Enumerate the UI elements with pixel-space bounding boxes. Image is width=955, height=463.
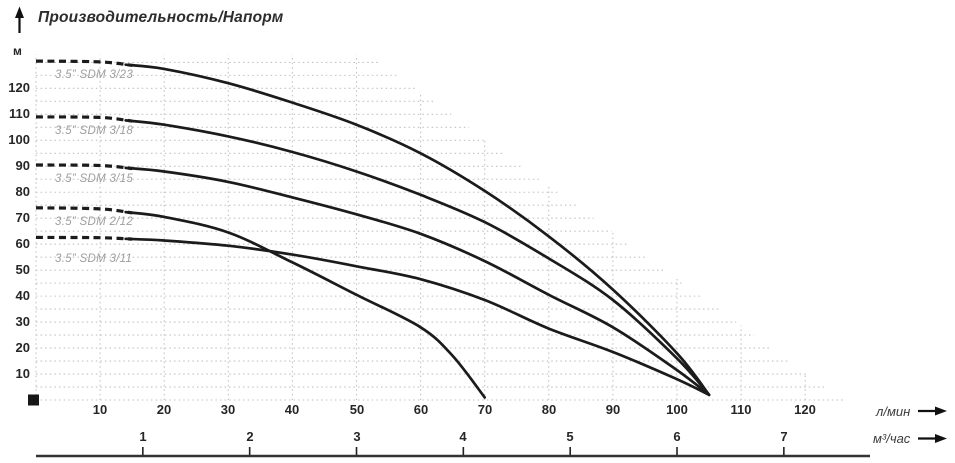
- x-tick-label: 70: [477, 402, 493, 417]
- x-tick-label: 60: [413, 402, 429, 417]
- origin-square-marker: [28, 394, 39, 406]
- y-tick-label: 20: [15, 340, 30, 355]
- y-tick-label: 10: [15, 366, 30, 381]
- x2-tick-label: 5: [566, 429, 574, 444]
- y-tick-label: 40: [15, 288, 30, 303]
- series-label: 3.5” SDM 3/23: [55, 69, 134, 81]
- pump-curve-1: [124, 63, 711, 397]
- x-tick-label: 90: [605, 402, 621, 417]
- pump-curve-2: [124, 119, 711, 397]
- y-tick-label: 80: [15, 184, 30, 199]
- x-tick-label: 100: [666, 402, 688, 417]
- y-tick-label: 60: [15, 236, 30, 251]
- pump-curve-dashed-start-1: [35, 59, 133, 67]
- chart-title: Производительность/Напорм: [38, 9, 284, 26]
- y-tick-label: 100: [8, 132, 30, 147]
- x-tick-label: 110: [730, 402, 752, 417]
- y-axis-unit-label: м: [13, 44, 22, 58]
- y-tick-label: 90: [15, 158, 30, 173]
- series-label: 3.5” SDM 2/12: [55, 216, 134, 228]
- series-label: 3.5” SDM 3/18: [55, 125, 134, 137]
- x-tick-label: 80: [541, 402, 557, 417]
- x2-tick-label: 6: [673, 429, 681, 444]
- x2-tick-label: 2: [246, 429, 254, 444]
- right-arrow-icon: [935, 406, 947, 416]
- y-tick-label: 70: [15, 210, 30, 225]
- x-tick-label: 50: [349, 402, 365, 417]
- y-tick-label: 110: [9, 106, 30, 121]
- x2-axis-unit-label: м³/час: [873, 431, 911, 446]
- x2-tick-label: 3: [353, 429, 361, 444]
- x-tick-label: 10: [92, 402, 108, 417]
- x-tick-label: 30: [220, 402, 236, 417]
- series-label: 3.5” SDM 3/15: [55, 173, 134, 185]
- x-axis-unit-label: л/мин: [876, 404, 911, 419]
- pump-curve-dashed-start-5: [35, 235, 133, 241]
- x-tick-label: 120: [794, 402, 816, 417]
- y-tick-label: 30: [15, 314, 30, 329]
- pump-curve-dashed-start-2: [35, 115, 133, 123]
- pump-curve-4: [124, 210, 487, 399]
- y-tick-label: 50: [15, 262, 30, 277]
- pump-curve-dashed-start-3: [35, 163, 133, 171]
- series-label: 3.5” SDM 3/11: [55, 253, 133, 265]
- pump-curve-3: [124, 166, 711, 397]
- up-arrow-icon: [15, 6, 24, 18]
- x2-tick-label: 7: [780, 429, 788, 444]
- right-arrow-icon: [935, 434, 947, 443]
- y-tick-label: 120: [8, 80, 30, 95]
- pump-curve-5: [124, 237, 711, 397]
- x-tick-label: 40: [284, 402, 300, 417]
- x2-tick-label: 1: [139, 429, 147, 444]
- pump-curve-dashed-start-4: [35, 206, 133, 215]
- x2-tick-label: 4: [459, 429, 467, 444]
- x-tick-label: 20: [156, 402, 172, 417]
